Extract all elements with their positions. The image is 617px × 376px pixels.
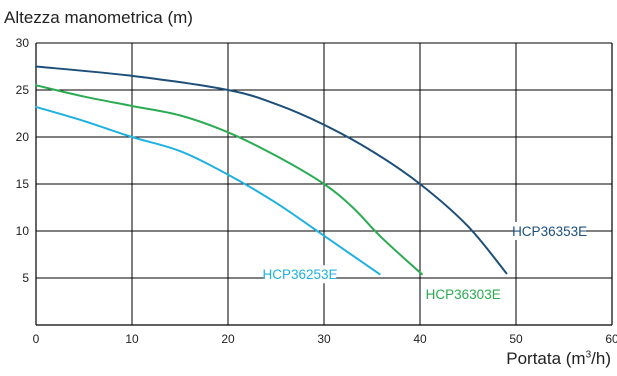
series-label-hcp36353e: HCP36353E	[512, 224, 587, 239]
series-line-hcp36353e	[35, 65, 508, 275]
series-label-bg-hcp36303e	[427, 284, 500, 303]
y-axis-label: Altezza manometrica (m)	[4, 8, 193, 27]
y-tick-label: 25	[16, 83, 30, 97]
x-tick-label: 10	[125, 332, 139, 346]
y-tick-label: 10	[16, 224, 30, 238]
x-tick-label: 50	[509, 332, 523, 346]
series-line-hcp36303e	[35, 84, 423, 276]
x-axis-label-end: /h)	[591, 349, 611, 368]
y-tick-label: 15	[16, 177, 30, 191]
series-label-hcp36253e: HCP36253E	[262, 267, 337, 282]
x-axis-label-main: Portata (m	[506, 349, 586, 368]
y-tick-label: 20	[16, 130, 30, 144]
x-tick-label: 30	[317, 332, 331, 346]
x-axis-label-superscript: 3	[585, 349, 592, 361]
series-line-hcp36253e	[35, 105, 381, 276]
x-tick-label: 0	[33, 332, 40, 346]
series-lines	[35, 65, 508, 276]
x-tick-label: 60	[605, 332, 617, 346]
x-tick-label: 40	[413, 332, 427, 346]
series-label-bg-hcp36253e	[263, 265, 337, 284]
tick-labels: 0 10 20 30 40 50 60 5 10 15 20 25 30	[16, 36, 617, 346]
x-axis-label: Portata (m3/h)	[506, 349, 611, 369]
y-tick-label: 30	[16, 36, 30, 50]
series-labels: HCP36353E HCP36303E HCP36253E	[262, 222, 587, 303]
y-tick-label: 5	[22, 271, 29, 285]
x-tick-label: 20	[221, 332, 235, 346]
series-label-bg-hcp36353e	[513, 222, 586, 240]
series-label-hcp36303e: HCP36303E	[426, 287, 501, 302]
